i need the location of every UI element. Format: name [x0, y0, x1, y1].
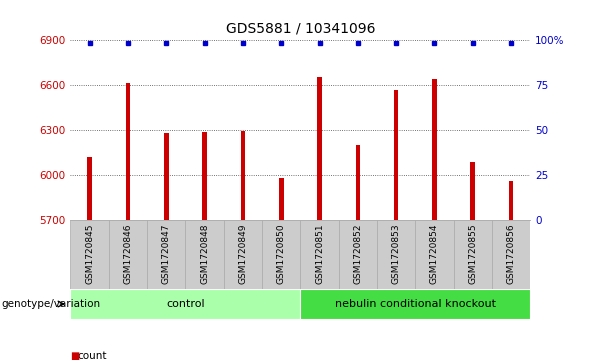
- Bar: [279, 179, 284, 220]
- Bar: [109, 220, 147, 289]
- Bar: [300, 220, 338, 289]
- Bar: [147, 220, 186, 289]
- Bar: [240, 131, 245, 220]
- Bar: [377, 220, 416, 289]
- Text: ■: ■: [70, 351, 80, 361]
- Bar: [70, 289, 300, 319]
- Bar: [394, 90, 398, 220]
- Text: GSM1720849: GSM1720849: [238, 223, 248, 284]
- Bar: [300, 289, 530, 319]
- Bar: [164, 133, 169, 220]
- Bar: [509, 181, 513, 220]
- Bar: [70, 220, 109, 289]
- Text: GSM1720854: GSM1720854: [430, 223, 439, 284]
- Bar: [224, 220, 262, 289]
- Text: GSM1720846: GSM1720846: [123, 223, 132, 284]
- Bar: [432, 79, 436, 220]
- Bar: [186, 220, 224, 289]
- Bar: [318, 77, 322, 220]
- Bar: [202, 132, 207, 220]
- Text: GSM1720850: GSM1720850: [276, 223, 286, 284]
- Bar: [471, 162, 475, 220]
- Bar: [416, 220, 454, 289]
- Text: GSM1720853: GSM1720853: [392, 223, 401, 284]
- Text: GSM1720851: GSM1720851: [315, 223, 324, 284]
- Text: GSM1720856: GSM1720856: [506, 223, 516, 284]
- Text: count: count: [78, 351, 107, 361]
- Text: nebulin conditional knockout: nebulin conditional knockout: [335, 299, 496, 309]
- Text: GSM1720848: GSM1720848: [200, 223, 209, 284]
- Bar: [262, 220, 300, 289]
- Bar: [356, 146, 360, 220]
- Bar: [126, 83, 130, 220]
- Bar: [88, 157, 92, 220]
- Text: GSM1720847: GSM1720847: [162, 223, 171, 284]
- Title: GDS5881 / 10341096: GDS5881 / 10341096: [226, 22, 375, 36]
- Bar: [338, 220, 377, 289]
- Bar: [454, 220, 492, 289]
- Text: genotype/variation: genotype/variation: [1, 299, 101, 309]
- Bar: [492, 220, 530, 289]
- Text: GSM1720852: GSM1720852: [353, 223, 362, 284]
- Text: GSM1720845: GSM1720845: [85, 223, 94, 284]
- Text: GSM1720855: GSM1720855: [468, 223, 478, 284]
- Text: control: control: [166, 299, 205, 309]
